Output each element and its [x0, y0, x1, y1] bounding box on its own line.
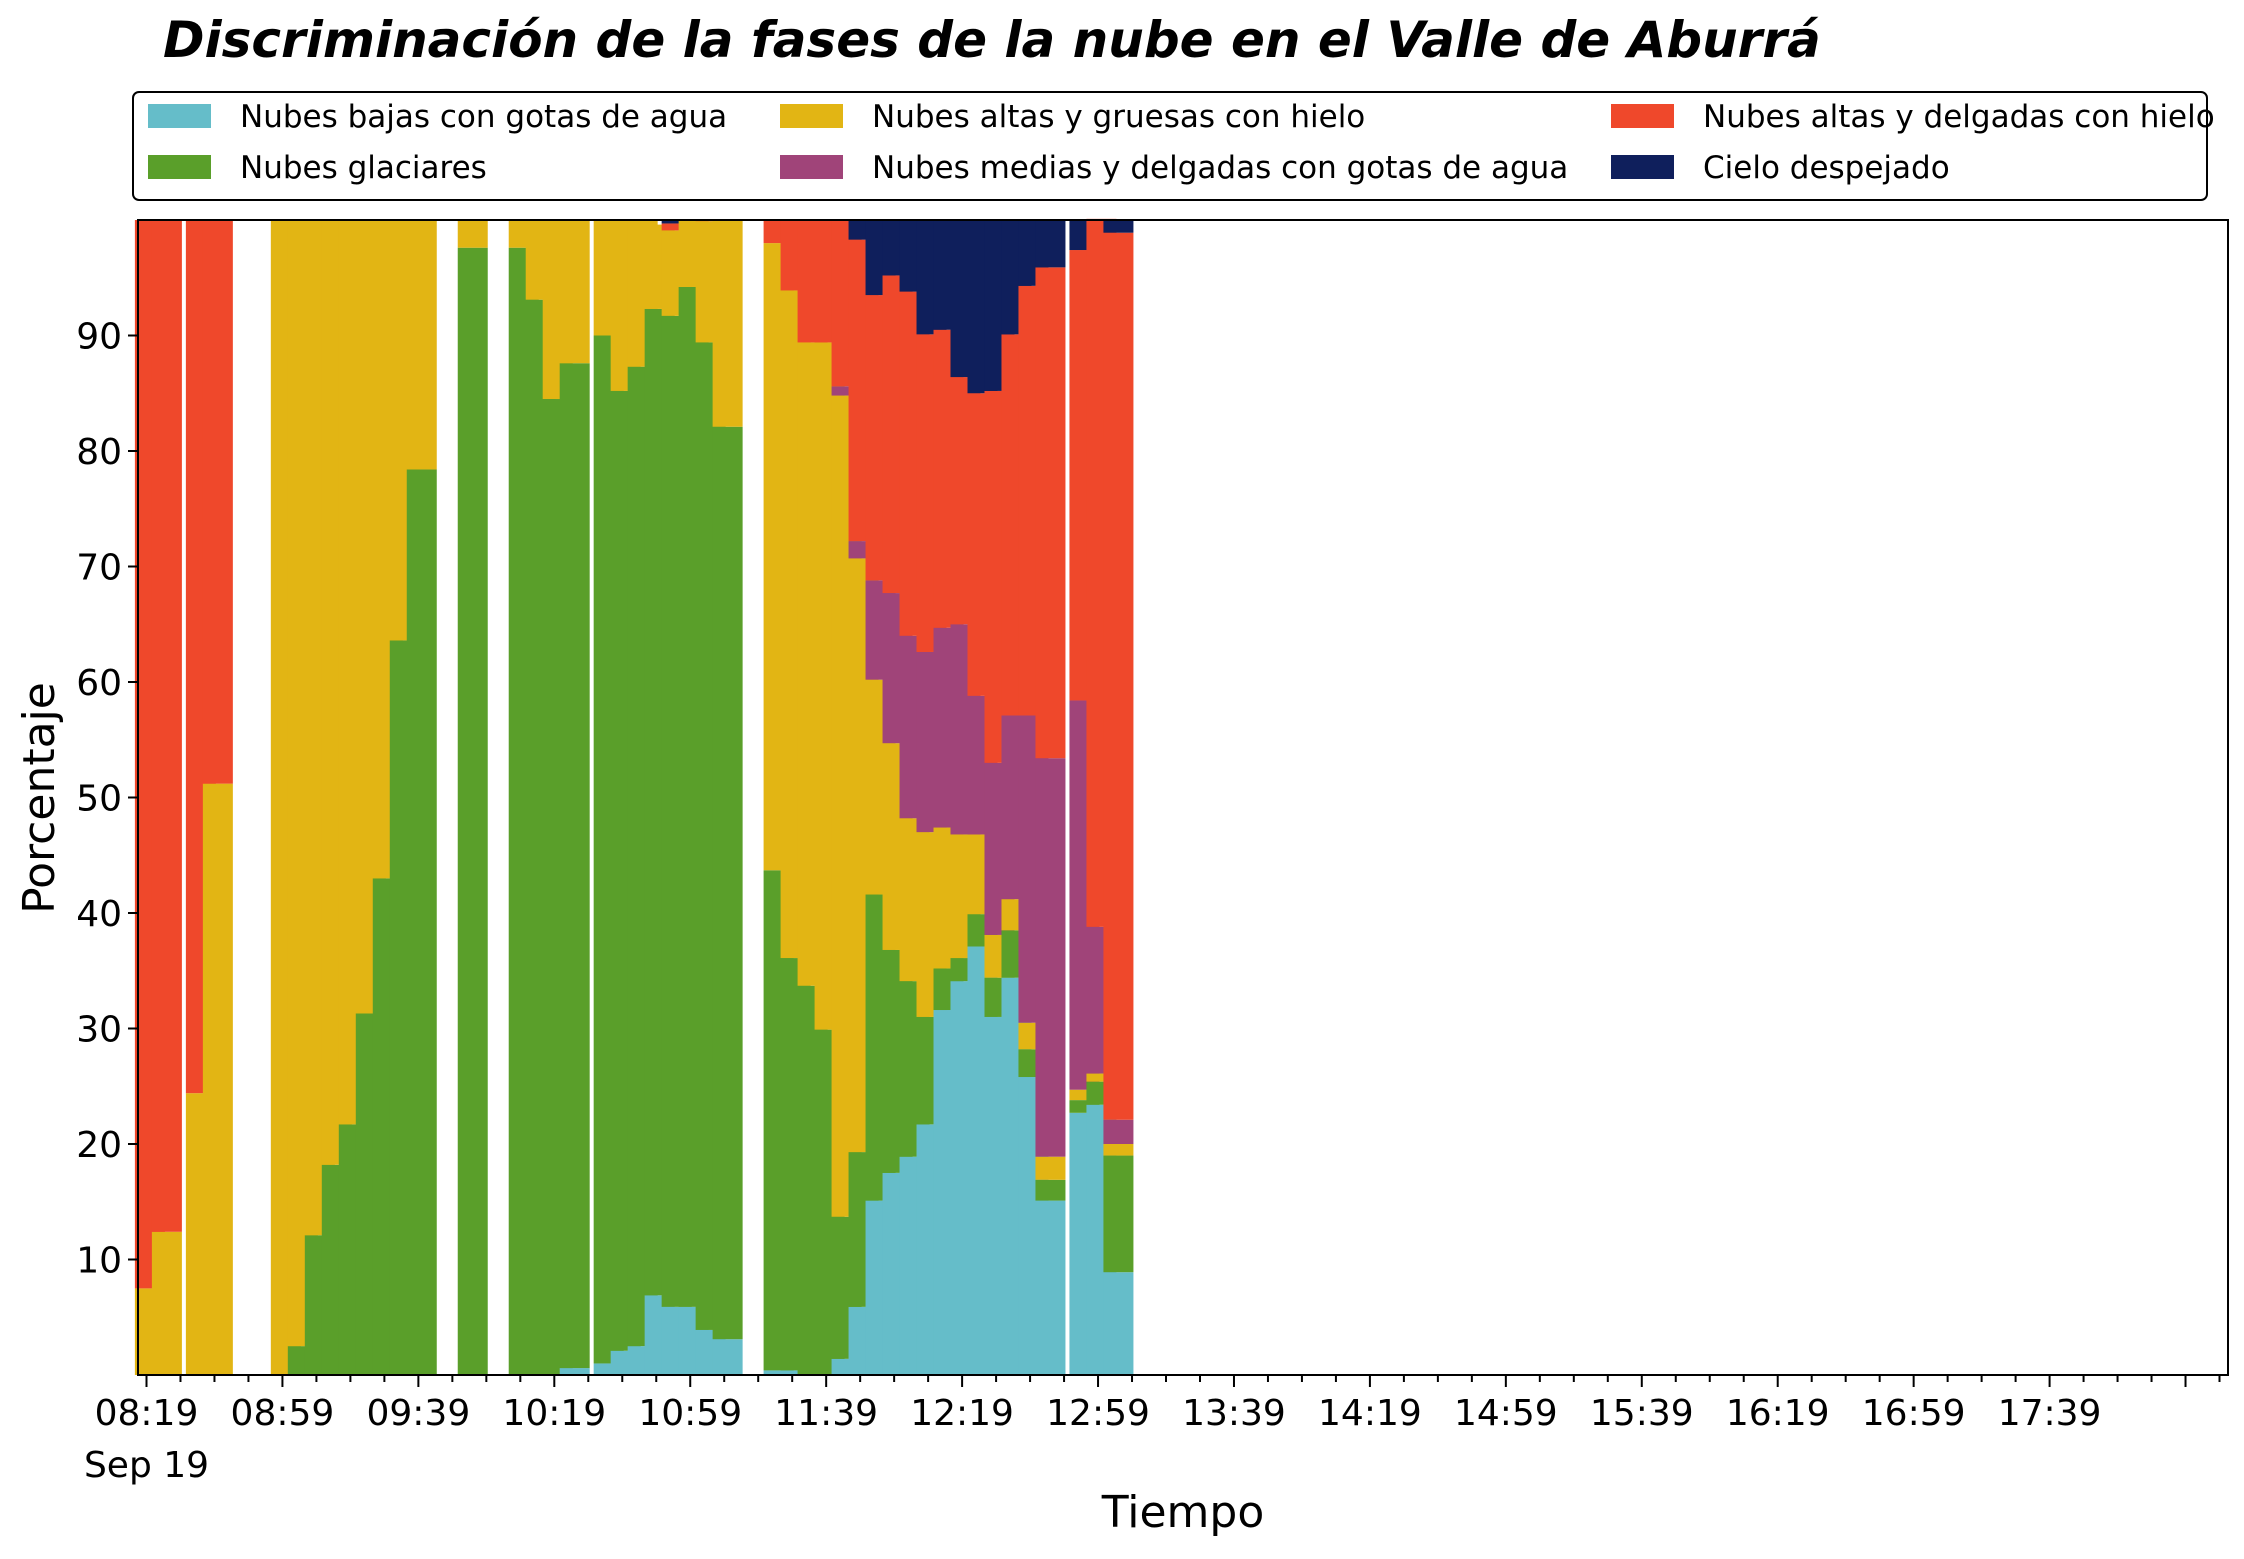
bar-segment	[661, 223, 692, 231]
x-tick-label: 14:59	[1454, 1393, 1558, 1434]
y-tick-label: 40	[76, 894, 122, 935]
legend-swatch	[148, 155, 211, 179]
x-tick-label: 15:39	[1590, 1393, 1694, 1434]
bar-segment	[1035, 1179, 1066, 1201]
legend-label: Nubes altas y delgadas con hielo	[1703, 99, 2215, 135]
y-tick-label: 80	[76, 432, 122, 473]
legend-label: Nubes glaciares	[240, 150, 487, 186]
bar-segment	[406, 220, 437, 470]
bar-segment	[151, 1231, 182, 1375]
legend-label: Nubes medias y delgadas con gotas de agu…	[872, 150, 1568, 186]
x-tick-label: 12:19	[910, 1393, 1014, 1434]
legend-swatch	[780, 155, 843, 179]
chart-title: Discriminación de la fases de la nube en…	[163, 11, 1821, 69]
bar-segment	[1103, 1144, 1134, 1156]
bar-segment	[1035, 1156, 1066, 1180]
bar-segment	[712, 426, 743, 1340]
plot-frame	[137, 219, 2229, 1376]
x-axis: 08:19 08:59 09:39 10:19 10:59 11:39 12:19 12:59…	[84, 1375, 2221, 1486]
x-tick-label: 10:19	[502, 1393, 606, 1434]
bar-segment	[1103, 232, 1134, 1120]
x-tick-label: 16:59	[1862, 1393, 1966, 1434]
bar-segment	[712, 1339, 743, 1375]
bar-segment	[1103, 1155, 1134, 1273]
bar-segment	[712, 220, 743, 427]
x-tick-label: 11:39	[774, 1393, 878, 1434]
bar-segment	[1103, 1119, 1134, 1144]
bar-segment	[1069, 1089, 1100, 1101]
x-tick-sublabel: Sep 19	[84, 1445, 209, 1486]
bar-segment	[151, 220, 182, 1232]
legend-label: Cielo despejado	[1703, 150, 1950, 186]
x-tick-label: 17:39	[1998, 1393, 2102, 1434]
bar-segment	[559, 220, 590, 364]
bar-segment	[780, 1370, 811, 1375]
legend-frame	[132, 91, 2208, 201]
legend-swatch	[1611, 155, 1674, 179]
legend-label: Nubes altas y gruesas con hielo	[872, 99, 1365, 135]
bar-segment	[593, 1363, 624, 1375]
x-tick-label: 08:19	[95, 1393, 199, 1434]
y-tick-label: 60	[76, 663, 122, 704]
y-tick-label: 20	[76, 1125, 122, 1166]
legend-swatch	[780, 104, 843, 128]
y-tick-label: 10	[76, 1241, 122, 1282]
x-tick-label: 16:19	[1726, 1393, 1830, 1434]
bars	[134, 218, 1134, 1376]
legend-label: Nubes bajas con gotas de agua	[240, 99, 727, 135]
bar-segment	[831, 386, 862, 396]
x-tick-label: 09:39	[366, 1393, 470, 1434]
legend-swatch	[148, 104, 211, 128]
bar-segment	[559, 363, 590, 1369]
bar-segment	[457, 220, 488, 248]
bar-segment	[1086, 1073, 1117, 1082]
bar-segment	[202, 783, 233, 1375]
y-tick-label: 30	[76, 1010, 122, 1051]
legend-swatch	[1611, 104, 1674, 128]
bar-segment	[559, 1368, 590, 1375]
plot-area: 10 20 30 40 50 60 70 80 90 08:19 08:59 09:39 10:19 1…	[76, 218, 2229, 1486]
x-axis-label: Tiempo	[1101, 1487, 1265, 1538]
y-axis-label: Porcentaje	[14, 682, 65, 914]
bar-segment	[1103, 1272, 1134, 1375]
bar-segment	[1035, 758, 1066, 1157]
bar-segment	[406, 469, 437, 1376]
y-tick-label: 70	[76, 548, 122, 589]
bar-segment	[202, 220, 233, 784]
bar-segment	[1035, 220, 1066, 268]
x-tick-label: 10:59	[638, 1393, 742, 1434]
x-tick-label: 12:59	[1046, 1393, 1150, 1434]
y-tick-label: 50	[76, 779, 122, 820]
bar-segment	[1035, 1200, 1066, 1375]
bar-segment	[457, 247, 488, 1376]
legend: Nubes bajas con gotas de agua Nubes altas…	[132, 91, 2215, 201]
bar-segment	[1035, 267, 1066, 759]
x-tick-label: 13:39	[1182, 1393, 1286, 1434]
bar-segment	[661, 220, 692, 224]
y-axis: 10 20 30 40 50 60 70 80 90	[76, 317, 138, 1282]
bar-segment	[763, 1370, 794, 1375]
y-tick-label: 90	[76, 317, 122, 358]
x-tick-label: 08:59	[231, 1393, 335, 1434]
x-tick-label: 14:19	[1318, 1393, 1422, 1434]
bar-segment	[1103, 220, 1134, 233]
